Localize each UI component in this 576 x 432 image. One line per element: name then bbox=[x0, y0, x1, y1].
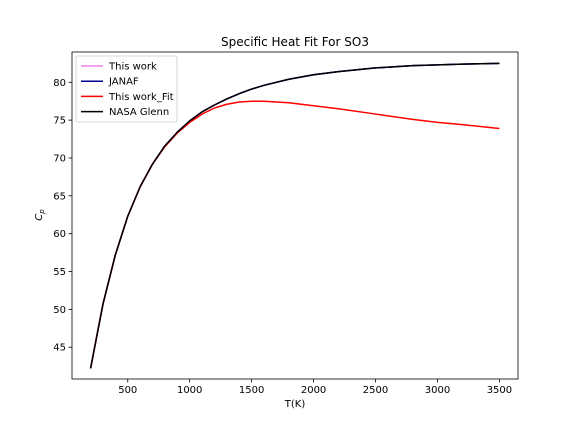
x-tick-label: 3500 bbox=[487, 385, 512, 396]
plot-frame bbox=[71, 51, 519, 380]
legend-box bbox=[75, 55, 178, 123]
x-axis-ticks: 500 1000 1500 2000 2500 3000 3500 bbox=[118, 379, 512, 396]
x-tick-label: 1500 bbox=[239, 385, 264, 396]
plot-lines bbox=[89, 62, 500, 369]
x-tick-label: 1000 bbox=[177, 385, 202, 396]
x-tick-label: 2000 bbox=[301, 385, 326, 396]
x-tick-label: 500 bbox=[118, 385, 137, 396]
y-tick-label: 75 bbox=[53, 116, 66, 127]
legend-label-this-work: This work bbox=[108, 62, 157, 73]
y-tick-label: 60 bbox=[53, 229, 66, 240]
x-axis-label: T(K) bbox=[284, 399, 306, 410]
x-tick-label: 2500 bbox=[363, 385, 388, 396]
y-axis-label-main: C bbox=[34, 214, 45, 221]
y-tick-label: 45 bbox=[53, 343, 66, 354]
y-tick-label: 70 bbox=[53, 153, 66, 164]
legend: This work JANAF This work_Fit NASA Glenn bbox=[75, 55, 178, 123]
y-axis-label: Cp bbox=[34, 209, 46, 221]
y-tick-label: 50 bbox=[53, 305, 66, 316]
y-tick-label: 65 bbox=[53, 191, 66, 202]
y-axis-label-subscript: p bbox=[38, 209, 46, 215]
y-tick-label: 55 bbox=[53, 267, 66, 278]
y-axis-ticks: 45 50 55 60 65 70 75 80 bbox=[53, 78, 72, 354]
x-tick-label: 3000 bbox=[425, 385, 450, 396]
legend-label-this-work-fit: This work_Fit bbox=[108, 92, 174, 103]
series-line-nasa-glenn bbox=[89, 62, 500, 369]
legend-label-janaf: JANAF bbox=[108, 77, 139, 88]
chart-title: Specific Heat Fit For SO3 bbox=[221, 35, 369, 49]
legend-label-nasa-glenn: NASA Glenn bbox=[109, 107, 169, 118]
y-tick-label: 80 bbox=[53, 78, 66, 89]
